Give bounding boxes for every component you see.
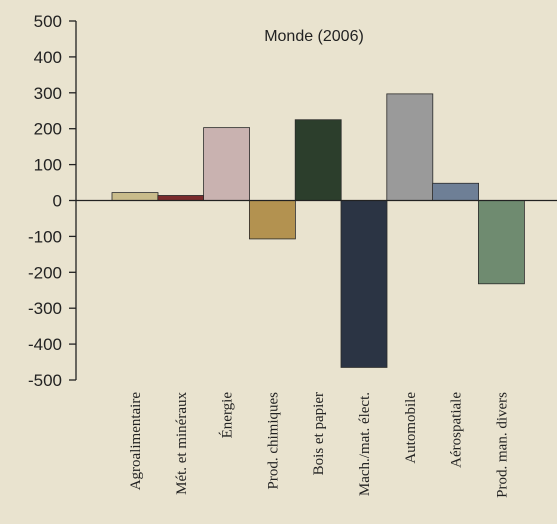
y-tick-label: -500 — [28, 371, 62, 390]
bar — [432, 182, 480, 201]
x-tick-label: Prod. chimiques — [265, 392, 281, 490]
bar — [294, 119, 342, 201]
bar — [340, 200, 388, 368]
x-tick-label: Bois et papier — [311, 392, 327, 475]
x-tick-label: Énergie — [219, 392, 236, 439]
bar — [248, 200, 296, 240]
bar — [203, 127, 251, 201]
y-tick-label: -200 — [28, 263, 62, 282]
bar — [111, 192, 159, 201]
y-tick-label: 0 — [53, 192, 62, 211]
chart-title: Monde (2006) — [264, 28, 364, 45]
y-tick-label: 500 — [34, 12, 62, 31]
x-tick-label: Mét. et minéraux — [174, 392, 190, 495]
y-tick-label: 200 — [34, 120, 62, 139]
y-tick-label: -100 — [28, 227, 62, 246]
bar — [477, 200, 525, 285]
bar — [386, 93, 434, 201]
y-tick-label: -400 — [28, 335, 62, 354]
bars — [76, 93, 557, 368]
y-tick-label: -300 — [28, 299, 62, 318]
bar — [157, 195, 205, 201]
y-axis: 500 400 300 200 100 0 -100 -200 -300 -400 -500 — [28, 12, 77, 390]
x-tick-label: Agroalimentaire — [128, 392, 144, 491]
y-tick-label: 300 — [34, 84, 62, 103]
x-tick-label: Automobile — [403, 392, 419, 464]
x-tick-label: Mach./mat. élect. — [357, 392, 373, 496]
x-tick-label: Prod. man. divers — [494, 392, 510, 498]
x-axis-labels: Agroalimentaire Mét. et minéraux Énergie Pr… — [128, 392, 510, 498]
x-tick-label: Aérospatiale — [449, 392, 465, 468]
y-tick-label: 100 — [34, 156, 62, 175]
y-tick-label: 400 — [34, 48, 62, 67]
